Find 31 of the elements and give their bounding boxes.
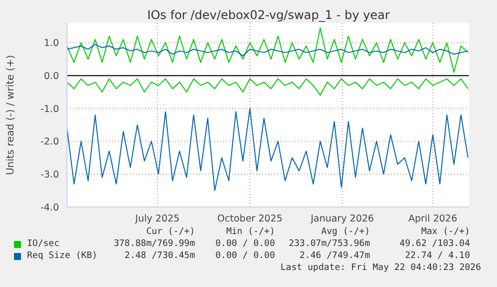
text: 2.46 /749.47m [300,251,370,261]
line-series [67,27,468,73]
text: Min (-/+) [225,227,275,237]
line-series [67,78,468,96]
text: 0.00 / 0.00 [215,239,275,249]
text: 49.62 /103.04 [398,239,470,249]
y-tick-label: -3.0 [40,170,59,181]
text: 22.74 / 4.10 [404,251,470,261]
x-tick-label: January 2026 [310,214,374,225]
text: 378.88m/769.99m [112,239,195,249]
y-tick-label: -4.0 [40,202,59,214]
line-series [67,44,468,56]
text: 0.00 / 0.00 [215,251,275,261]
legend-label: Req Size (KB) [27,251,98,261]
text: Max (-/+) [420,227,470,237]
text: Avg (-/+) [320,227,370,237]
x-tick-label: April 2026 [408,214,458,225]
y-axis-title: Units read (-) / write (+) [6,54,17,176]
x-tick-label: October 2025 [217,214,283,225]
line-series [67,108,468,192]
y-tick-label: -1.0 [40,104,59,115]
x-tick-label: July 2025 [134,214,180,225]
y-tick-label: 1.0 [44,38,59,50]
chart-title: IOs for /dev/ebox02-vg/swap_1 - by year [146,8,391,23]
text: 2.48 /730.45m [124,251,195,261]
legend-label: IO/sec [27,239,60,249]
text: Cur (-/+) [145,227,195,237]
y-tick-label: -2.0 [40,136,59,148]
text: Last update: Fri May 22 04:40:23 2026 [280,263,481,273]
text: 233.07m/753.96m [288,239,370,249]
y-tick-label: 0.0 [44,70,59,82]
